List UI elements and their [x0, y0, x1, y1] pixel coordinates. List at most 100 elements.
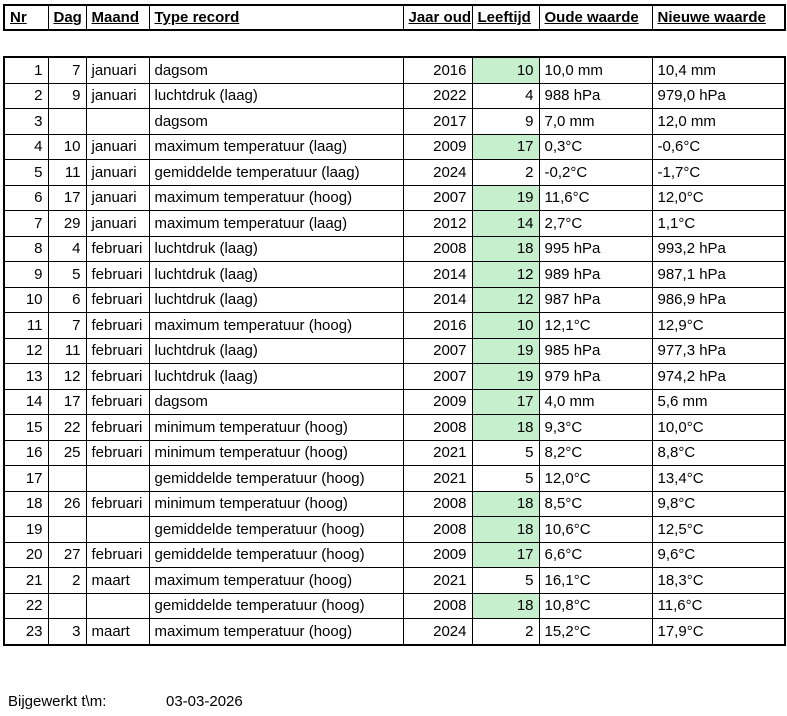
- cell-maand[interactable]: januari: [85, 82, 150, 109]
- cell-jaar-oud[interactable]: 2012: [402, 210, 473, 237]
- cell-type-record[interactable]: luchtdruk (laag): [148, 261, 404, 288]
- cell-nr[interactable]: 22: [3, 592, 49, 619]
- column-header-oude-waarde[interactable]: Oude waarde: [538, 4, 653, 31]
- cell-nr[interactable]: 15: [3, 414, 49, 441]
- cell-jaar-oud[interactable]: 2008: [402, 490, 473, 517]
- cell-oude-waarde[interactable]: 15,2°C: [538, 618, 653, 645]
- cell-oude-waarde[interactable]: 10,0 mm: [538, 56, 653, 84]
- cell-type-record[interactable]: maximum temperatuur (hoog): [148, 184, 404, 211]
- cell-leeftijd[interactable]: 12: [471, 261, 540, 288]
- cell-dag[interactable]: 9: [47, 82, 87, 109]
- cell-dag[interactable]: 11: [47, 159, 87, 186]
- cell-nieuwe-waarde[interactable]: 5,6 mm: [651, 388, 786, 415]
- cell-oude-waarde[interactable]: 2,7°C: [538, 210, 653, 237]
- cell-nr[interactable]: 23: [3, 618, 49, 645]
- cell-maand[interactable]: februari: [85, 312, 150, 339]
- cell-nieuwe-waarde[interactable]: 13,4°C: [651, 465, 786, 492]
- cell-nieuwe-waarde[interactable]: -1,7°C: [651, 159, 786, 186]
- cell-maand[interactable]: februari: [85, 235, 150, 262]
- cell-maand[interactable]: februari: [85, 541, 150, 568]
- cell-leeftijd[interactable]: 14: [471, 210, 540, 237]
- cell-nr[interactable]: 3: [3, 108, 49, 135]
- cell-nieuwe-waarde[interactable]: -0,6°C: [651, 133, 786, 160]
- cell-dag[interactable]: 7: [47, 312, 87, 339]
- cell-maand[interactable]: februari: [85, 363, 150, 390]
- cell-jaar-oud[interactable]: 2009: [402, 388, 473, 415]
- cell-nr[interactable]: 9: [3, 261, 49, 288]
- cell-oude-waarde[interactable]: 6,6°C: [538, 541, 653, 568]
- cell-leeftijd[interactable]: 17: [471, 541, 540, 568]
- cell-type-record[interactable]: luchtdruk (laag): [148, 235, 404, 262]
- cell-nieuwe-waarde[interactable]: 977,3 hPa: [651, 337, 786, 364]
- cell-oude-waarde[interactable]: 4,0 mm: [538, 388, 653, 415]
- cell-nr[interactable]: 13: [3, 363, 49, 390]
- cell-jaar-oud[interactable]: 2016: [402, 56, 473, 84]
- cell-maand[interactable]: januari: [85, 184, 150, 211]
- cell-leeftijd[interactable]: 2: [471, 618, 540, 645]
- cell-oude-waarde[interactable]: 16,1°C: [538, 567, 653, 594]
- cell-dag[interactable]: 26: [47, 490, 87, 517]
- cell-nr[interactable]: 11: [3, 312, 49, 339]
- cell-oude-waarde[interactable]: 988 hPa: [538, 82, 653, 109]
- cell-nr[interactable]: 10: [3, 286, 49, 313]
- cell-oude-waarde[interactable]: 8,2°C: [538, 439, 653, 466]
- cell-leeftijd[interactable]: 19: [471, 184, 540, 211]
- cell-jaar-oud[interactable]: 2008: [402, 516, 473, 543]
- cell-jaar-oud[interactable]: 2024: [402, 159, 473, 186]
- cell-type-record[interactable]: maximum temperatuur (laag): [148, 210, 404, 237]
- cell-type-record[interactable]: minimum temperatuur (hoog): [148, 490, 404, 517]
- cell-jaar-oud[interactable]: 2008: [402, 592, 473, 619]
- cell-oude-waarde[interactable]: 979 hPa: [538, 363, 653, 390]
- cell-type-record[interactable]: minimum temperatuur (hoog): [148, 414, 404, 441]
- cell-nr[interactable]: 1: [3, 56, 49, 84]
- cell-oude-waarde[interactable]: 12,0°C: [538, 465, 653, 492]
- cell-nr[interactable]: 12: [3, 337, 49, 364]
- cell-oude-waarde[interactable]: 9,3°C: [538, 414, 653, 441]
- cell-nr[interactable]: 18: [3, 490, 49, 517]
- cell-leeftijd[interactable]: 5: [471, 465, 540, 492]
- cell-leeftijd[interactable]: 18: [471, 235, 540, 262]
- cell-maand[interactable]: januari: [85, 210, 150, 237]
- cell-nieuwe-waarde[interactable]: 9,6°C: [651, 541, 786, 568]
- cell-jaar-oud[interactable]: 2009: [402, 541, 473, 568]
- cell-jaar-oud[interactable]: 2008: [402, 414, 473, 441]
- cell-dag[interactable]: 17: [47, 388, 87, 415]
- cell-dag[interactable]: 29: [47, 210, 87, 237]
- column-header-nr[interactable]: Nr: [3, 4, 49, 31]
- cell-jaar-oud[interactable]: 2022: [402, 82, 473, 109]
- cell-jaar-oud[interactable]: 2017: [402, 108, 473, 135]
- cell-jaar-oud[interactable]: 2007: [402, 337, 473, 364]
- cell-jaar-oud[interactable]: 2021: [402, 439, 473, 466]
- cell-jaar-oud[interactable]: 2021: [402, 465, 473, 492]
- cell-nieuwe-waarde[interactable]: 10,0°C: [651, 414, 786, 441]
- cell-maand[interactable]: februari: [85, 286, 150, 313]
- cell-leeftijd[interactable]: 18: [471, 414, 540, 441]
- cell-nr[interactable]: 16: [3, 439, 49, 466]
- cell-maand[interactable]: februari: [85, 439, 150, 466]
- cell-jaar-oud[interactable]: 2007: [402, 184, 473, 211]
- cell-type-record[interactable]: dagsom: [148, 388, 404, 415]
- column-header-type-record[interactable]: Type record: [148, 4, 404, 31]
- cell-nieuwe-waarde[interactable]: 986,9 hPa: [651, 286, 786, 313]
- cell-jaar-oud[interactable]: 2014: [402, 286, 473, 313]
- cell-leeftijd[interactable]: 18: [471, 516, 540, 543]
- cell-nieuwe-waarde[interactable]: 8,8°C: [651, 439, 786, 466]
- cell-nieuwe-waarde[interactable]: 987,1 hPa: [651, 261, 786, 288]
- cell-nieuwe-waarde[interactable]: 993,2 hPa: [651, 235, 786, 262]
- cell-leeftijd[interactable]: 12: [471, 286, 540, 313]
- cell-nr[interactable]: 19: [3, 516, 49, 543]
- cell-oude-waarde[interactable]: 10,8°C: [538, 592, 653, 619]
- cell-maand[interactable]: februari: [85, 490, 150, 517]
- cell-dag[interactable]: [47, 108, 87, 135]
- cell-dag[interactable]: 27: [47, 541, 87, 568]
- cell-maand[interactable]: [85, 108, 150, 135]
- cell-type-record[interactable]: gemiddelde temperatuur (hoog): [148, 541, 404, 568]
- cell-dag[interactable]: 7: [47, 56, 87, 84]
- cell-nr[interactable]: 14: [3, 388, 49, 415]
- cell-maand[interactable]: januari: [85, 133, 150, 160]
- cell-oude-waarde[interactable]: 12,1°C: [538, 312, 653, 339]
- cell-type-record[interactable]: maximum temperatuur (hoog): [148, 618, 404, 645]
- cell-leeftijd[interactable]: 17: [471, 388, 540, 415]
- cell-oude-waarde[interactable]: 987 hPa: [538, 286, 653, 313]
- cell-leeftijd[interactable]: 10: [471, 312, 540, 339]
